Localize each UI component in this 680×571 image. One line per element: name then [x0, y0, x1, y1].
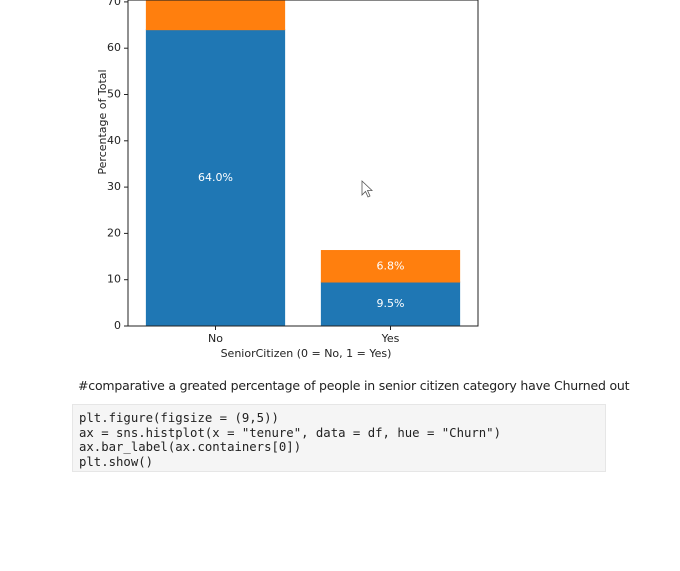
data-label: 6.8%: [377, 259, 405, 272]
y-tick-label: 20: [107, 226, 121, 239]
mouse-cursor: [361, 180, 374, 198]
data-label: 64.0%: [198, 171, 233, 184]
chart: Percentage of Total SeniorCitizen (0 = N…: [96, 0, 479, 360]
bars: [145, 0, 461, 326]
x-tick-label: Yes: [381, 332, 400, 345]
y-tick-label: 70: [107, 0, 121, 8]
y-tick-label: 0: [114, 319, 121, 332]
y-axis-label: Percentage of Total: [96, 69, 109, 174]
axes-frame: [127, 0, 479, 327]
code-line: ax = sns.histplot(x = "tenure", data = d…: [79, 425, 501, 440]
y-tick-label: 10: [107, 273, 121, 286]
y-tick-label: 40: [107, 134, 121, 147]
code-line: plt.show(): [79, 454, 154, 469]
y-tick-label: 30: [107, 180, 121, 193]
markdown-cell: #comparative a greated percentage of peo…: [78, 378, 630, 393]
x-tick-label: No: [208, 332, 223, 345]
data-label: 9.5%: [377, 297, 405, 310]
y-tick-label: 60: [107, 41, 121, 54]
code-line: ax.bar_label(ax.containers[0]): [79, 440, 302, 454]
code-cell[interactable]: plt.figure(figsize = (9,5)) ax = sns.hist…: [72, 404, 606, 472]
bar-segment: [145, 0, 286, 31]
bar-segment: [320, 250, 461, 283]
x-axis-label: SeniorCitizen (0 = No, 1 = Yes): [221, 347, 392, 360]
bar-segment: [320, 281, 461, 326]
code-line: plt.figure(figsize = (9,5)): [79, 411, 279, 425]
y-tick-label: 50: [107, 88, 121, 101]
bar-segment: [145, 29, 286, 326]
